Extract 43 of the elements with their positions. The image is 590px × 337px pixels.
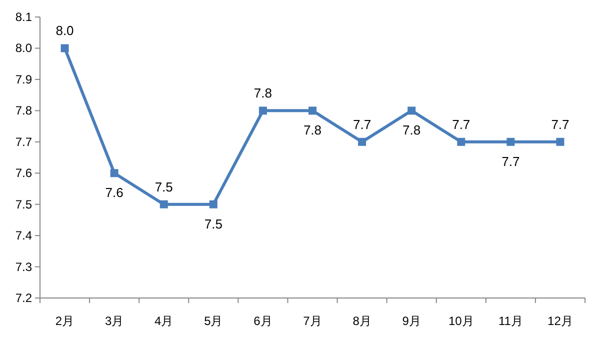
data-label: 7.5 xyxy=(204,216,222,232)
point xyxy=(258,106,267,115)
point xyxy=(60,44,69,52)
y-tick-label: 8.1 xyxy=(15,10,32,24)
x-tick-label: 7月 xyxy=(303,314,322,328)
data-label: 7.8 xyxy=(402,122,421,138)
data-label: 7.6 xyxy=(105,185,124,200)
x-tick-label: 4月 xyxy=(154,314,174,328)
point xyxy=(358,138,366,146)
x-tick-label: 5月 xyxy=(204,314,223,328)
data-label: 7.7 xyxy=(551,116,570,132)
data-label: 7.5 xyxy=(154,179,173,194)
x-tick-label: 6月 xyxy=(254,314,272,328)
y-tick-label: 7.7 xyxy=(15,134,32,149)
point xyxy=(209,200,218,208)
point xyxy=(556,138,564,146)
y-tick-label: 7.4 xyxy=(15,228,32,243)
point xyxy=(110,169,118,178)
y-tick-label: 7.5 xyxy=(15,197,32,212)
x-tick-label: 12月 xyxy=(548,314,573,328)
data-label: 7.7 xyxy=(502,154,520,169)
data-label: 7.7 xyxy=(353,116,372,132)
x-tick-label: 3月 xyxy=(104,314,124,328)
y-tick-label: 7.2 xyxy=(15,291,32,305)
point xyxy=(308,106,316,115)
data-label: 7.8 xyxy=(303,122,322,138)
y-tick-label: 7.6 xyxy=(15,166,32,180)
y-tick-label: 7.9 xyxy=(15,72,32,86)
data-label: 7.8 xyxy=(254,86,272,101)
point xyxy=(160,200,168,208)
y-tick-label: 7.8 xyxy=(15,104,32,118)
y-tick-label: 7.3 xyxy=(15,260,32,274)
x-tick-label: 9月 xyxy=(402,314,421,328)
data-label: 8.0 xyxy=(56,23,74,38)
x-tick-label: 10月 xyxy=(448,314,474,328)
point xyxy=(408,106,416,115)
x-tick-label: 11月 xyxy=(498,314,523,328)
point xyxy=(506,138,515,146)
x-tick-label: 8月 xyxy=(352,314,372,328)
data-label: 7.7 xyxy=(452,116,470,132)
y-tick-label: 8.0 xyxy=(15,41,32,56)
x-tick-label: 2月 xyxy=(55,314,74,328)
point xyxy=(457,138,466,146)
